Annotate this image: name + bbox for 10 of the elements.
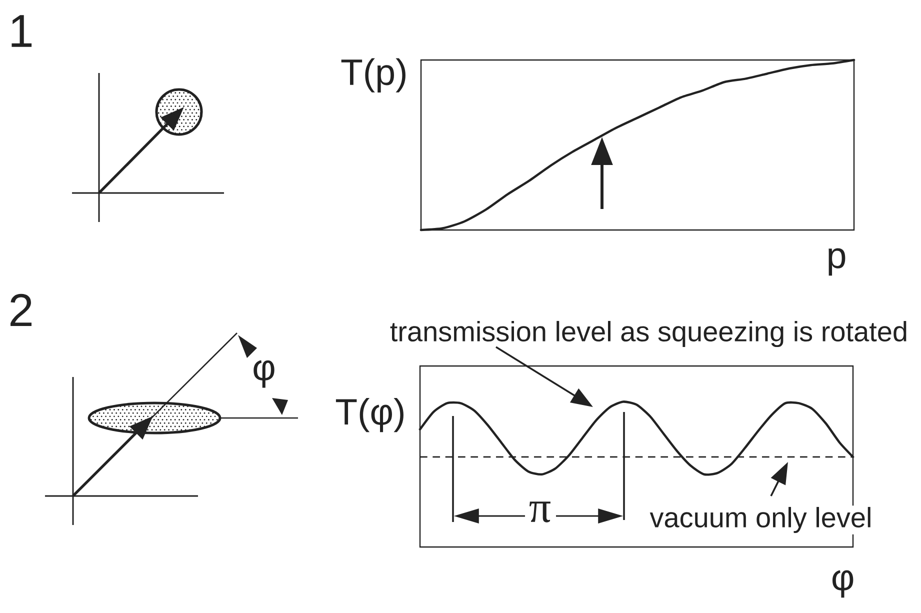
text: φ (254, 360, 274, 388)
y-axis-title: T(φ) (336, 398, 404, 432)
y-axis-title: T(p) (341, 58, 406, 92)
text: transmission level as squeezing is rotated (390, 320, 906, 348)
x-axis-title: φ (832, 570, 854, 598)
x-axis-title: p (828, 248, 846, 276)
annotation: vacuum only level (650, 506, 870, 534)
annotation: π (530, 502, 550, 522)
text: 2 (10, 294, 32, 326)
text: 1 (12, 15, 32, 47)
